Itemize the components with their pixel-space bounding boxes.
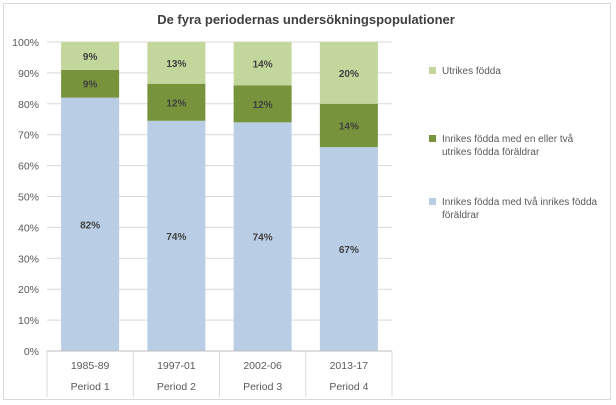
- data-label: 74%: [166, 232, 186, 243]
- bar-segment: [61, 69, 120, 98]
- bar-segment: [147, 120, 206, 351]
- bar-segment: [233, 42, 292, 86]
- x-tick-label-years: 1985-89: [71, 360, 110, 372]
- bar-segment: [319, 147, 378, 351]
- bar-segment: [233, 85, 292, 123]
- data-label: 9%: [83, 80, 98, 91]
- legend-label: Inrikes födda med två inrikes födda: [442, 196, 598, 208]
- bar-segment: [61, 97, 120, 352]
- x-tick-label-period: Period 2: [157, 381, 196, 393]
- data-label: 12%: [166, 98, 186, 109]
- legend-swatch: [429, 198, 436, 205]
- y-axis: 0% 10% 20% 30% 40% 50% 60% 70% 80% 90% 100%: [12, 37, 39, 358]
- x-axis: 1985-89 Period 1 1997-01 Period 2 2002-06 Per…: [46, 350, 393, 397]
- y-tick-label: 30%: [18, 253, 39, 265]
- data-label: 82%: [80, 220, 100, 231]
- bars: [61, 42, 378, 352]
- x-tick-label-period: Period 3: [243, 381, 282, 393]
- x-tick-label-years: 2002-06: [243, 360, 282, 372]
- y-tick-label: 0%: [24, 346, 39, 358]
- y-tick-label: 20%: [18, 284, 39, 296]
- data-labels: 82% 9% 9% 74% 12% 13% 74% 12% 14% 67% 14% 20%: [80, 52, 359, 256]
- legend-label: Inrikes födda med en eller två: [442, 133, 574, 145]
- y-tick-label: 70%: [18, 130, 39, 142]
- data-label: 12%: [253, 100, 273, 111]
- legend-label: utrikes födda föräldrar: [442, 147, 540, 158]
- y-tick-label: 90%: [18, 68, 39, 80]
- bar-segment: [61, 42, 120, 70]
- y-tick-label: 40%: [18, 222, 39, 234]
- data-label: 67%: [339, 245, 359, 256]
- data-label: 20%: [339, 69, 359, 80]
- bar-segment: [147, 42, 206, 84]
- x-tick-label-years: 2013-17: [330, 360, 369, 372]
- legend-label: Utrikes födda: [442, 66, 501, 77]
- chart-title: De fyra periodernas undersökningspopulat…: [157, 12, 455, 27]
- x-tick-label-period: Period 4: [329, 381, 368, 393]
- x-tick-label-period: Period 1: [71, 381, 110, 393]
- legend-swatch: [429, 135, 436, 142]
- data-label: 14%: [253, 60, 273, 71]
- y-tick-label: 50%: [18, 192, 39, 204]
- data-label: 13%: [166, 59, 186, 70]
- bar-segment: [147, 83, 206, 121]
- bar-segment: [319, 103, 378, 148]
- bar-segment: [319, 42, 378, 104]
- bar-segment: [233, 122, 292, 351]
- data-label: 9%: [83, 52, 98, 63]
- y-tick-label: 10%: [18, 315, 39, 327]
- data-label: 74%: [253, 233, 273, 244]
- legend-label: föräldrar: [442, 210, 480, 221]
- legend: Utrikes födda Inrikes födda med en eller …: [429, 66, 598, 221]
- x-tick-label-years: 1997-01: [157, 360, 196, 372]
- legend-swatch: [429, 67, 436, 74]
- y-tick-label: 60%: [18, 161, 39, 173]
- y-tick-label: 100%: [12, 37, 39, 49]
- data-label: 14%: [339, 121, 359, 132]
- y-tick-label: 80%: [18, 99, 39, 111]
